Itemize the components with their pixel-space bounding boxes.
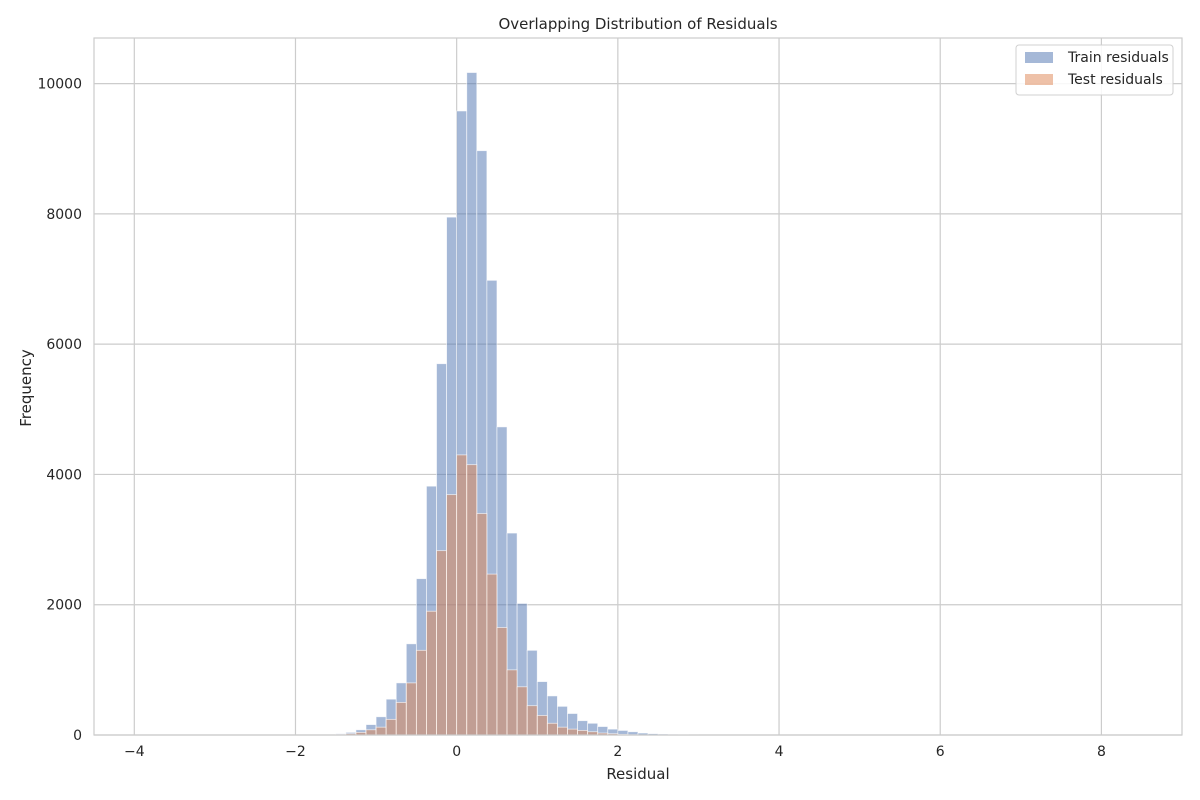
histogram-bar <box>365 729 377 736</box>
histogram-bar <box>496 627 508 736</box>
x-tick-label: −4 <box>124 744 145 760</box>
histogram-bar <box>516 686 528 736</box>
y-tick-label: 2000 <box>46 598 82 614</box>
y-tick-label: 10000 <box>37 77 82 93</box>
bars-layer <box>335 72 699 736</box>
histogram-bar <box>546 722 558 736</box>
x-tick-label: −2 <box>285 744 306 760</box>
histogram-bar <box>526 705 538 736</box>
histogram-bar <box>415 649 427 736</box>
histogram-bar <box>375 726 387 736</box>
histogram-bar <box>536 715 548 736</box>
histogram-bar <box>476 513 488 736</box>
x-tick-label: 4 <box>775 744 784 760</box>
plot-frame <box>93 37 1183 736</box>
histogram-bar <box>405 682 417 736</box>
legend: Train residuals Test residuals <box>1015 44 1174 96</box>
histogram-bar <box>385 718 397 736</box>
histogram-bar <box>486 573 498 736</box>
y-tick-label: 8000 <box>46 207 82 223</box>
histogram-bar <box>557 726 568 736</box>
y-tick-label: 6000 <box>46 337 82 353</box>
histogram-bar <box>446 494 458 736</box>
histogram-bar <box>436 550 447 736</box>
x-tick-label: 6 <box>936 744 945 760</box>
histogram-bar <box>456 454 468 736</box>
chart-title: Overlapping Distribution of Residuals <box>498 15 777 33</box>
histogram-bar <box>577 730 589 736</box>
y-tick-label: 4000 <box>46 467 82 483</box>
x-axis-label: Residual <box>606 765 669 783</box>
histogram-bar <box>506 669 518 736</box>
legend-swatch-train <box>1025 52 1053 63</box>
y-axis-label: Frequency <box>17 349 35 427</box>
x-tick-label: 8 <box>1097 744 1106 760</box>
histogram-bar <box>395 702 407 736</box>
histogram-bar <box>466 464 478 736</box>
x-tick-label: 0 <box>452 744 461 760</box>
histogram-bar <box>567 728 578 736</box>
grid-layer <box>94 38 1182 736</box>
y-tick-label: 0 <box>73 728 82 744</box>
series-test <box>335 454 639 736</box>
legend-label-test: Test residuals <box>1067 72 1163 88</box>
legend-label-train: Train residuals <box>1067 50 1169 66</box>
histogram-bar <box>426 610 437 736</box>
ticks-layer: −4 −2 0 2 4 6 8 0 2000 4000 6000 8000 10000 <box>37 77 1105 760</box>
legend-box <box>1015 44 1174 96</box>
x-tick-label: 2 <box>613 744 622 760</box>
series-train <box>335 72 699 736</box>
legend-swatch-test <box>1025 74 1053 85</box>
